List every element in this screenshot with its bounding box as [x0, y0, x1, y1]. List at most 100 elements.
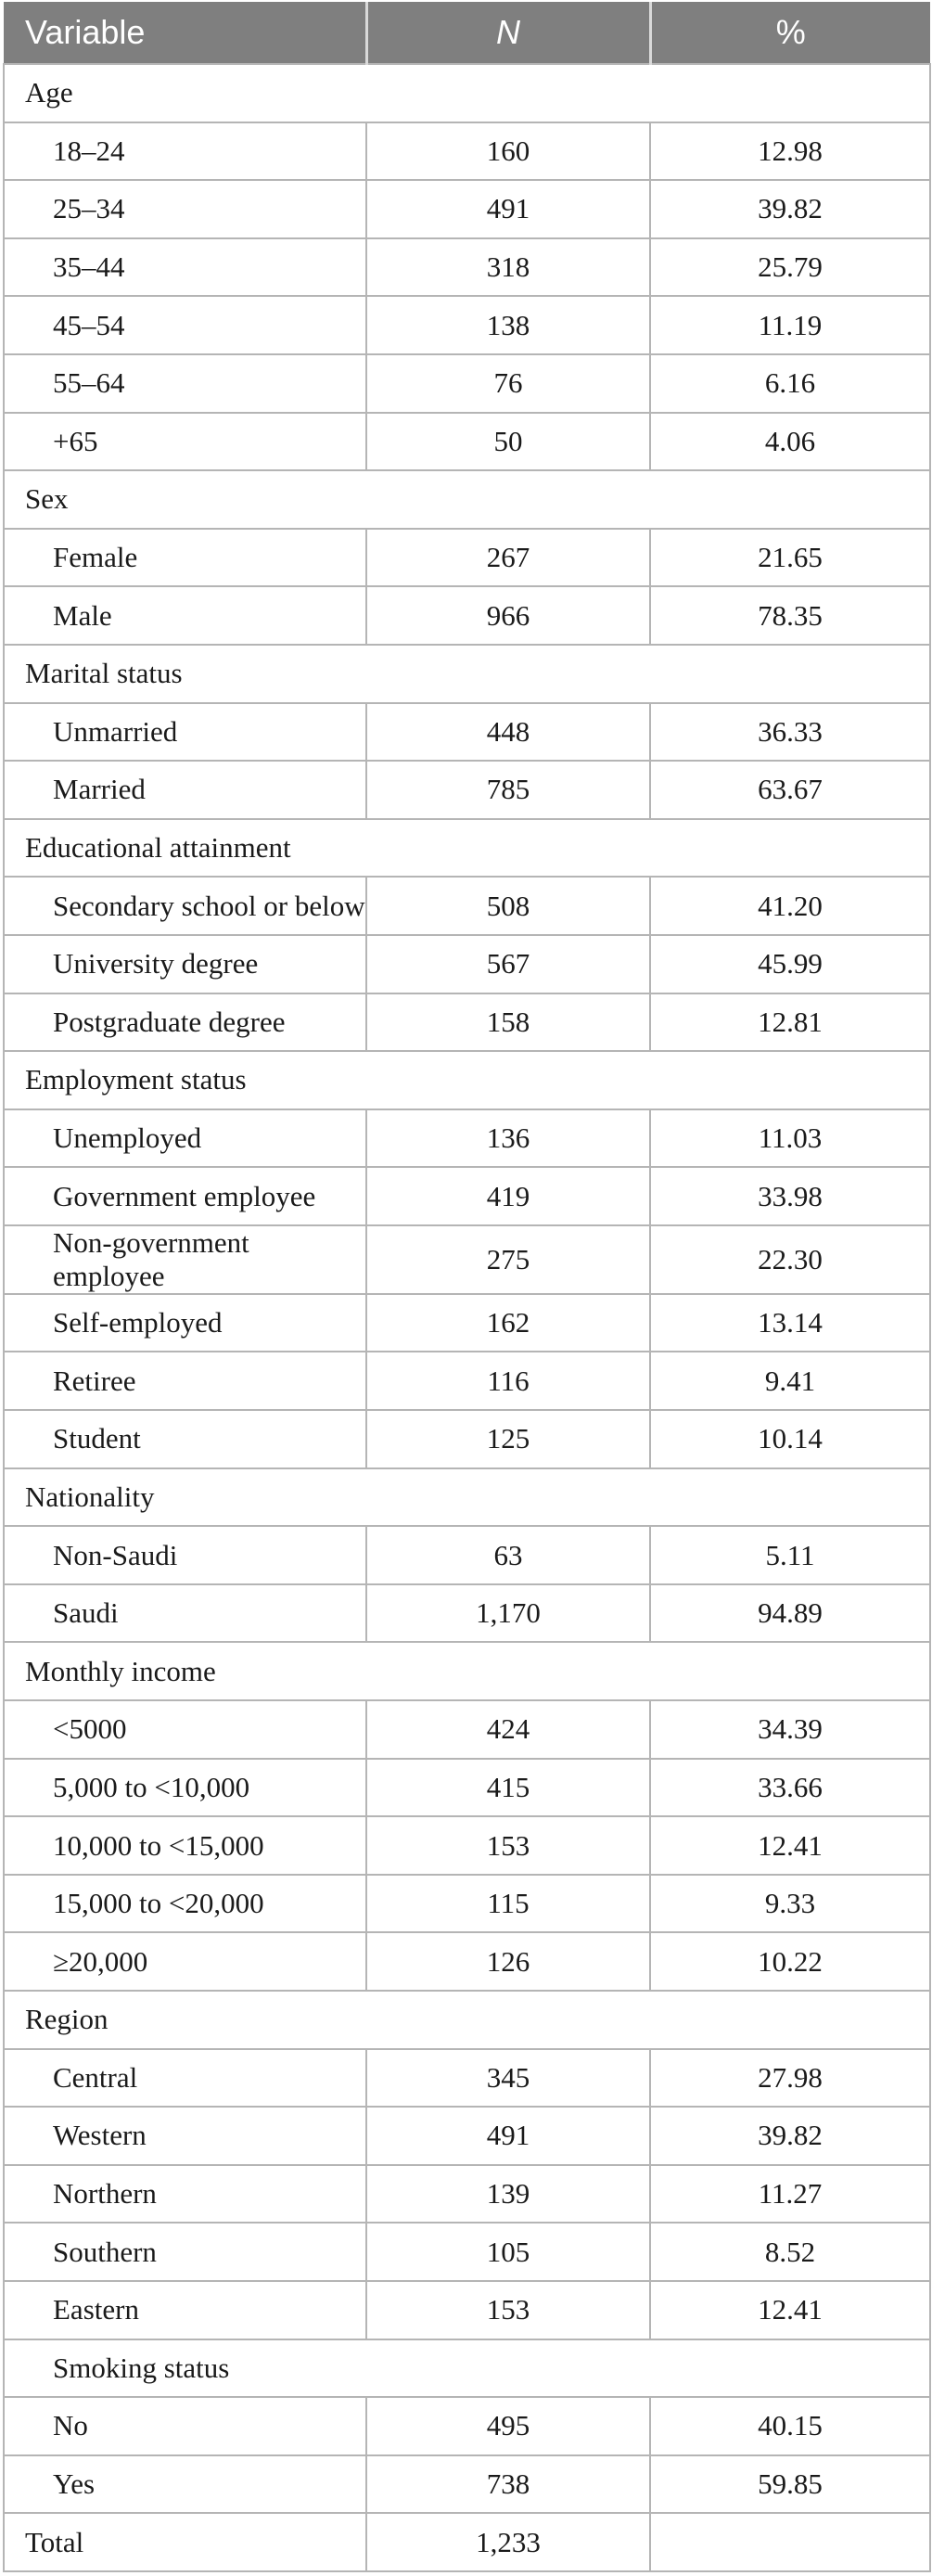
table-row: Yes 738 59.85 [3, 2454, 931, 2515]
n-cell: 116 [365, 1351, 651, 1412]
table-row: 45–54 138 11.19 [3, 295, 931, 355]
category-row: Age [3, 63, 931, 123]
variable-cell: Eastern [3, 2279, 367, 2340]
column-header-variable: Variable [4, 2, 366, 64]
percent-cell: 6.16 [649, 352, 931, 414]
n-cell: 448 [365, 701, 651, 763]
category-label-cell: Monthly income [3, 1641, 931, 1702]
variable-cell: 25–34 [3, 179, 367, 239]
n-cell: 491 [365, 2106, 651, 2166]
variable-cell: Female [3, 527, 367, 588]
table-row: Unmarried 448 36.33 [3, 701, 931, 763]
variable-cell: Southern [3, 2222, 367, 2282]
category-label-cell: Age [3, 63, 931, 123]
table-row: 15,000 to <20,000 115 9.33 [3, 1873, 931, 1934]
percent-cell: 22.30 [649, 1224, 931, 1295]
n-cell: 419 [365, 1166, 651, 1226]
table-row: 55–64 76 6.16 [3, 352, 931, 414]
percent-cell: 39.82 [649, 2106, 931, 2166]
table-row: <5000 424 34.39 [3, 1699, 931, 1760]
category-label-cell: Marital status [3, 643, 931, 704]
percent-cell: 12.41 [649, 1815, 931, 1876]
total-row: Total 1,233 [3, 2512, 931, 2572]
category-row: Nationality [3, 1467, 931, 1528]
percent-cell: 33.98 [649, 1166, 931, 1226]
table-row: No 495 40.15 [3, 2396, 931, 2456]
n-cell: 415 [365, 1757, 651, 1818]
n-cell: 63 [365, 1525, 651, 1585]
table-row: Western 491 39.82 [3, 2106, 931, 2166]
percent-cell: 25.79 [649, 237, 931, 298]
category-label-cell: Nationality [3, 1467, 931, 1528]
variable-cell: 10,000 to <15,000 [3, 1815, 367, 1876]
category-label-cell: Region [3, 1990, 931, 2050]
percent-cell: 12.81 [649, 992, 931, 1053]
percent-cell: 45.99 [649, 933, 931, 994]
table-body: Age 18–24 160 12.98 25–34 491 39.82 35–44 318 25.… [3, 63, 931, 2572]
n-cell: 153 [365, 1815, 651, 1876]
variable-cell: No [3, 2396, 367, 2456]
table-row: Secondary school or below 508 41.20 [3, 876, 931, 936]
variable-cell: Central [3, 2047, 367, 2108]
percent-cell: 33.66 [649, 1757, 931, 1818]
table-header: Variable N % [4, 2, 930, 64]
n-cell: 162 [365, 1292, 651, 1353]
category-row: Educational attainment [3, 817, 931, 878]
variable-cell: +65 [3, 411, 367, 472]
category-label-cell: Educational attainment [3, 817, 931, 878]
percent-cell: 11.27 [649, 2163, 931, 2224]
table-row: University degree 567 45.99 [3, 933, 931, 994]
table-row: 25–34 491 39.82 [3, 179, 931, 239]
table-row: Eastern 153 12.41 [3, 2279, 931, 2340]
table-row: Male 966 78.35 [3, 585, 931, 646]
n-cell: 136 [365, 1108, 651, 1169]
percent-cell: 78.35 [649, 585, 931, 646]
n-cell: 275 [365, 1224, 651, 1295]
variable-cell: Student [3, 1409, 367, 1469]
percent-cell: 40.15 [649, 2396, 931, 2456]
table-row: Self-employed 162 13.14 [3, 1292, 931, 1353]
n-cell: 126 [365, 1931, 651, 1992]
n-cell: 1,170 [365, 1583, 651, 1644]
table-row: Southern 105 8.52 [3, 2222, 931, 2282]
variable-cell: Married [3, 760, 367, 820]
variable-cell: Total [3, 2512, 367, 2572]
table-row: Postgraduate degree 158 12.81 [3, 992, 931, 1053]
category-label-cell: Sex [3, 469, 931, 530]
n-cell: 508 [365, 876, 651, 936]
category-label-cell: Smoking status [3, 2338, 931, 2399]
header-row: Variable N % [4, 2, 930, 64]
n-cell: 491 [365, 179, 651, 239]
percent-cell: 59.85 [649, 2454, 931, 2515]
category-row: Region [3, 1990, 931, 2050]
variable-cell: Secondary school or below [3, 876, 367, 936]
table-row: Saudi 1,170 94.89 [3, 1583, 931, 1644]
n-cell: 125 [365, 1409, 651, 1469]
percent-cell: 8.52 [649, 2222, 931, 2282]
n-cell: 160 [365, 121, 651, 182]
table-row: Retiree 116 9.41 [3, 1351, 931, 1412]
percent-cell: 12.98 [649, 121, 931, 182]
table-row: Northern 139 11.27 [3, 2163, 931, 2224]
table-row: 5,000 to <10,000 415 33.66 [3, 1757, 931, 1818]
n-cell: 267 [365, 527, 651, 588]
percent-cell [649, 2512, 931, 2572]
category-row: Employment status [3, 1050, 931, 1110]
table-row: Student 125 10.14 [3, 1409, 931, 1469]
percent-cell: 11.03 [649, 1108, 931, 1169]
column-header-percent: % [648, 2, 930, 64]
n-cell: 424 [365, 1699, 651, 1760]
variable-cell: 45–54 [3, 295, 367, 355]
percent-cell: 10.14 [649, 1409, 931, 1469]
n-cell: 105 [365, 2222, 651, 2282]
percent-cell: 63.67 [649, 760, 931, 820]
n-cell: 158 [365, 992, 651, 1053]
table-row: Married 785 63.67 [3, 760, 931, 820]
variable-cell: Unemployed [3, 1108, 367, 1169]
n-cell: 567 [365, 933, 651, 994]
variable-cell: Postgraduate degree [3, 992, 367, 1053]
n-cell: 50 [365, 411, 651, 472]
percent-cell: 9.33 [649, 1873, 931, 1934]
percent-cell: 11.19 [649, 295, 931, 355]
n-cell: 138 [365, 295, 651, 355]
